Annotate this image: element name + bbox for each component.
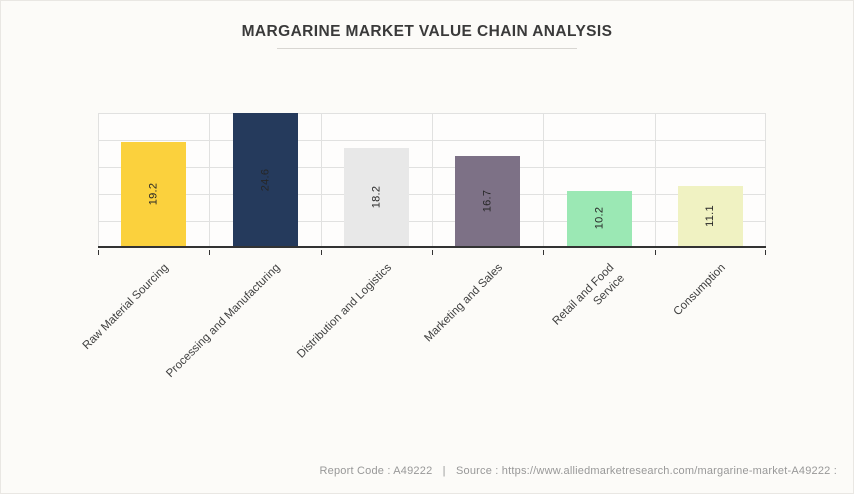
bar-marketing-and-sales[interactable]: 16.7 xyxy=(455,155,521,246)
x-axis-tick xyxy=(543,250,545,255)
x-axis-tick xyxy=(654,250,656,255)
gridline-vertical xyxy=(543,113,545,246)
gridline-vertical xyxy=(654,113,656,246)
x-axis-tick xyxy=(209,250,211,255)
chart-title: MARGARINE MARKET VALUE CHAIN ANALYSIS xyxy=(241,23,613,40)
report-code-text: Report Code : A49222 xyxy=(319,465,433,477)
bar-value-label: 24.6 xyxy=(258,168,271,191)
footer: Report Code : A49222 | Source : https://… xyxy=(320,465,837,477)
bar-value-label: 10.2 xyxy=(592,207,605,230)
x-axis-label-consumption: Consumption xyxy=(670,261,728,319)
source-text: Source : https://www.alliedmarketresearc… xyxy=(455,465,837,477)
bar-value-label: 16.7 xyxy=(481,189,494,213)
bar-value-label: 18.2 xyxy=(370,185,383,209)
bar-raw-material-sourcing[interactable]: 19.2 xyxy=(121,142,187,246)
x-axis-label-retail-and-food-service: Retail and Food Service xyxy=(550,261,629,340)
x-axis-tick xyxy=(765,250,766,255)
bar-processing-and-manufacturing[interactable]: 24.6 xyxy=(232,113,298,246)
x-axis-label-raw-material-sourcing: Raw Material Sourcing xyxy=(80,261,172,353)
plot-area: 19.2 24.6 18.2 16.7 10.2 11.1 xyxy=(98,113,766,255)
x-axis-label-line: Raw Material Sourcing xyxy=(80,261,171,352)
x-axis-tick xyxy=(432,250,433,255)
gridline-vertical xyxy=(765,113,766,246)
x-axis-label-marketing-and-sales: Marketing and Sales xyxy=(422,261,507,346)
bar-value-label: 19.2 xyxy=(147,182,160,206)
gridline-vertical xyxy=(209,113,211,246)
bar-distribution-and-logistics[interactable]: 18.2 xyxy=(343,147,409,246)
title-underline xyxy=(277,48,577,49)
x-axis-label-distribution-and-logistics: Distribution and Logistics xyxy=(294,261,395,362)
gridline-vertical xyxy=(320,113,322,246)
x-axis-tick xyxy=(320,250,322,255)
x-axis-labels: Raw Material Sourcing Processing and Manu… xyxy=(81,261,766,421)
footer-separator: | xyxy=(442,465,446,477)
x-axis-tick xyxy=(98,250,99,255)
x-axis-label-processing-and-manufacturing: Processing and Manufacturing xyxy=(163,261,283,381)
x-axis-label-line: Marketing and Sales xyxy=(422,261,505,345)
x-axis-label-line: Distribution and Logistics xyxy=(294,261,394,361)
bar-consumption[interactable]: 11.1 xyxy=(677,186,743,246)
gridline-vertical xyxy=(432,113,433,246)
gridline-vertical xyxy=(98,113,99,246)
x-axis-label-line: Processing and Manufacturing xyxy=(163,261,283,381)
bar-value-label: 11.1 xyxy=(704,205,717,227)
bar-retail-and-food-service[interactable]: 10.2 xyxy=(566,190,632,246)
x-axis-label-line: Consumption xyxy=(671,261,728,319)
